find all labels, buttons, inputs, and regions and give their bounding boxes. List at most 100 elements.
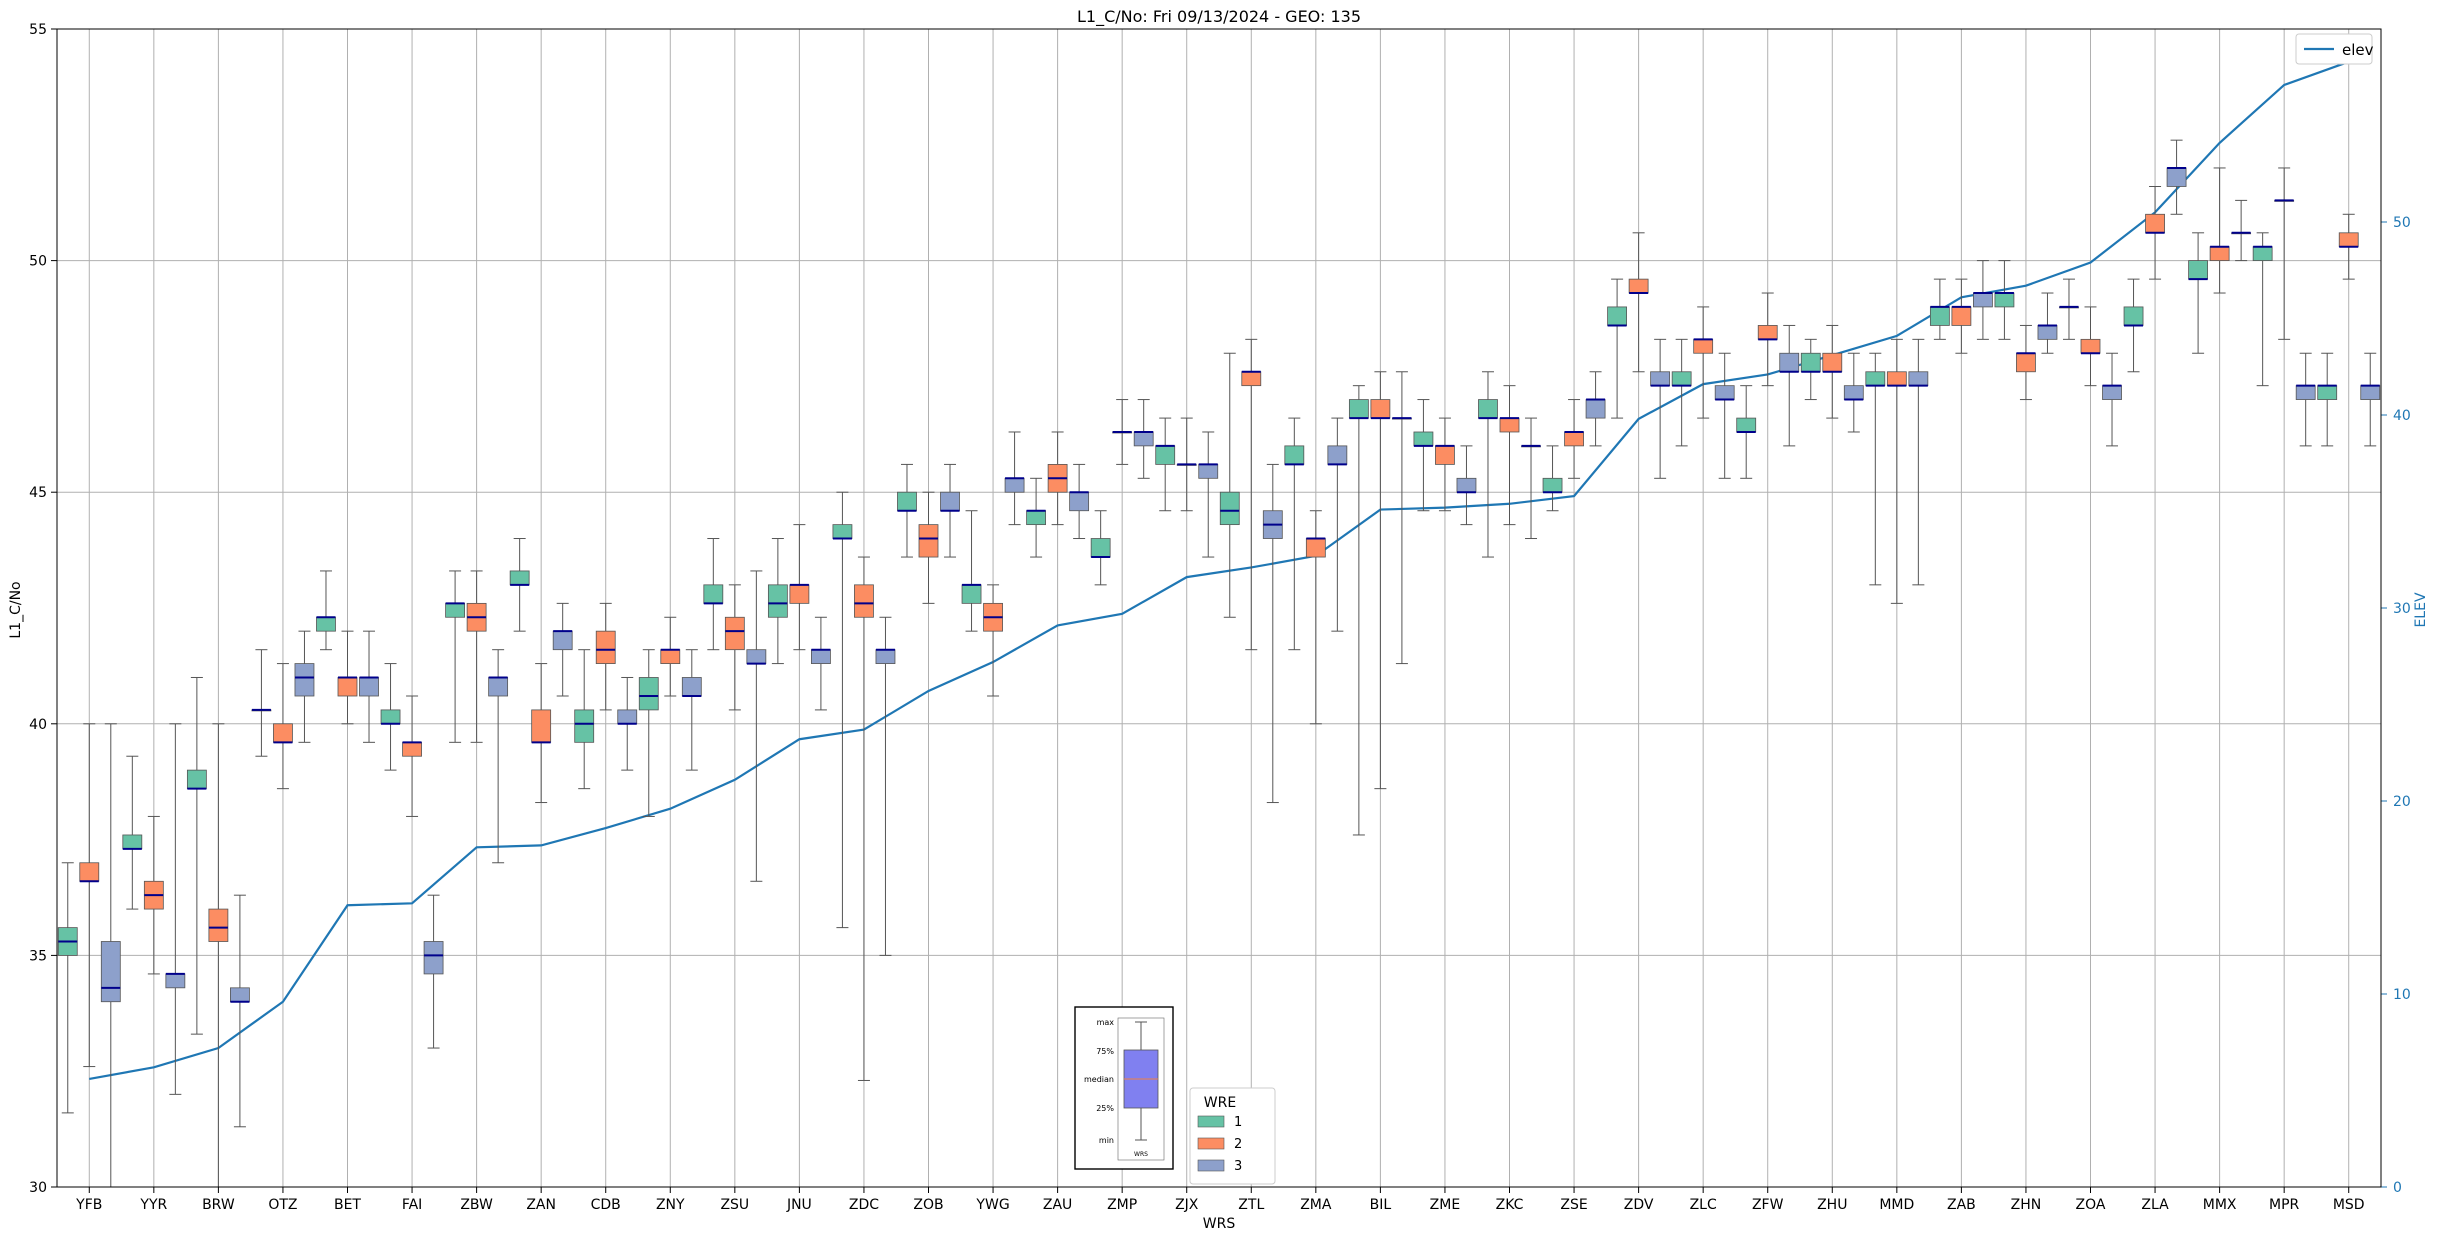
box-MPR-wre2 xyxy=(2274,167,2295,340)
box-ZSE-wre2 xyxy=(1564,399,1584,479)
box-ZSU-wre1 xyxy=(703,538,724,651)
box-OTZ-wre3 xyxy=(294,630,315,743)
box-FAI-wre1 xyxy=(380,663,401,771)
box-iqr xyxy=(1305,538,1326,558)
x-tick-label: ZHU xyxy=(1817,1197,1847,1213)
box-iqr xyxy=(2209,246,2230,261)
box-ZLC-wre3 xyxy=(1714,352,1735,479)
x-tick-label: MMD xyxy=(1879,1197,1914,1213)
x-tick-label: ZFW xyxy=(1752,1197,1784,1213)
box-ZOA-wre3 xyxy=(2102,352,2122,447)
box-ZOB-wre3 xyxy=(940,463,960,558)
box-iqr xyxy=(961,584,982,604)
box-ZJX-wre2 xyxy=(1176,417,1197,512)
box-iqr xyxy=(273,723,293,743)
box-ZJX-wre1 xyxy=(1155,417,1176,512)
box-ZDC-wre1 xyxy=(832,491,853,929)
box-iqr xyxy=(1413,431,1434,447)
box-ZDC-wre2 xyxy=(854,556,874,1081)
box-ZMP-wre3 xyxy=(1133,399,1154,479)
box-CDB-wre2 xyxy=(595,602,616,711)
box-YYR-wre3 xyxy=(165,723,186,1095)
box-iqr xyxy=(1585,399,1606,419)
box-iqr xyxy=(897,491,917,512)
y2-tick-label: 40 xyxy=(2393,408,2411,424)
x-tick-label: ZOA xyxy=(2076,1197,2106,1213)
key-label-median: median xyxy=(1084,1075,1114,1084)
box-iqr xyxy=(1607,306,1627,326)
box-iqr xyxy=(337,677,358,697)
box-ZFW-wre3 xyxy=(1779,324,1800,447)
box-ZNY-wre1 xyxy=(638,649,659,817)
box-iqr xyxy=(294,663,315,697)
box-iqr xyxy=(1090,538,1111,558)
box-ZLA-wre1 xyxy=(2123,278,2144,373)
box-iqr xyxy=(165,973,186,989)
box-FAI-wre2 xyxy=(402,695,422,817)
box-ZAU-wre2 xyxy=(1047,431,1068,526)
box-iqr xyxy=(1628,278,1649,294)
box-iqr xyxy=(531,709,552,743)
box-iqr xyxy=(2188,260,2208,280)
x-tick-label: ZMP xyxy=(1107,1197,1137,1213)
box-BIL-wre1 xyxy=(1348,385,1369,836)
box-iqr xyxy=(2037,325,2058,340)
box-ZKC-wre2 xyxy=(1499,385,1520,526)
box-iqr xyxy=(488,677,509,697)
y-tick-label: 45 xyxy=(29,485,47,501)
box-iqr xyxy=(2360,385,2381,400)
box-ZME-wre1 xyxy=(1413,399,1434,512)
box-ZSU-wre2 xyxy=(724,584,745,711)
box-ZAN-wre3 xyxy=(552,602,573,697)
box-ZLA-wre2 xyxy=(2145,185,2165,280)
x-tick-label: BIL xyxy=(1370,1197,1392,1213)
x-tick-label: ZTL xyxy=(1238,1197,1264,1213)
elev-line xyxy=(89,60,2350,1081)
box-ZAB-wre3 xyxy=(1973,260,1993,340)
x-tick-label: BET xyxy=(334,1197,361,1213)
box-iqr xyxy=(746,649,767,664)
elev-legend: elev xyxy=(2295,33,2374,65)
box-MPR-wre3 xyxy=(2295,352,2316,447)
x-tick-label: ZAB xyxy=(1947,1197,1976,1213)
y-tick-label: 50 xyxy=(29,254,47,270)
y-tick-label: 35 xyxy=(29,948,47,964)
box-iqr xyxy=(2145,213,2165,234)
box-iqr xyxy=(1435,445,1455,465)
box-BRW-wre1 xyxy=(186,676,207,1035)
key-label-min: min xyxy=(1099,1136,1114,1145)
box-ZBW-wre1 xyxy=(445,570,465,743)
box-iqr xyxy=(2102,385,2122,400)
box-YWG-wre3 xyxy=(1004,431,1025,526)
box-ZBW-wre3 xyxy=(488,649,509,864)
x-tick-label: ZDC xyxy=(849,1197,879,1213)
box-iqr xyxy=(875,649,896,664)
box-ZTL-wre2 xyxy=(1241,338,1262,651)
box-iqr xyxy=(595,630,616,664)
x-tick-label: ZOB xyxy=(913,1197,943,1213)
box-iqr xyxy=(2295,385,2316,400)
box-ZKC-wre1 xyxy=(1478,371,1498,558)
box-iqr xyxy=(1757,325,1778,340)
box-iqr xyxy=(186,769,207,790)
box-iqr xyxy=(918,524,939,558)
box-MMX-wre2 xyxy=(2209,167,2230,294)
box-YYR-wre2 xyxy=(143,815,164,975)
box-ZME-wre2 xyxy=(1435,417,1455,512)
box-iqr xyxy=(617,709,638,725)
box-iqr xyxy=(832,524,853,539)
box-iqr xyxy=(100,941,121,1003)
box-ZDV-wre3 xyxy=(1650,338,1671,479)
box-iqr xyxy=(509,570,530,586)
x-tick-label: YYR xyxy=(139,1197,167,1213)
x-tick-label: ZLA xyxy=(2141,1197,2169,1213)
box-iqr xyxy=(1133,431,1154,447)
box-iqr xyxy=(79,862,100,882)
box-iqr xyxy=(1693,338,1714,354)
x-tick-label: ZHN xyxy=(2011,1197,2042,1213)
box-ZTL-wre1 xyxy=(1219,352,1240,618)
wre-legend: WRE 1 2 3 xyxy=(1189,1087,1276,1185)
y-tick-label: 55 xyxy=(29,22,47,38)
box-MSD-wre2 xyxy=(2338,213,2359,280)
